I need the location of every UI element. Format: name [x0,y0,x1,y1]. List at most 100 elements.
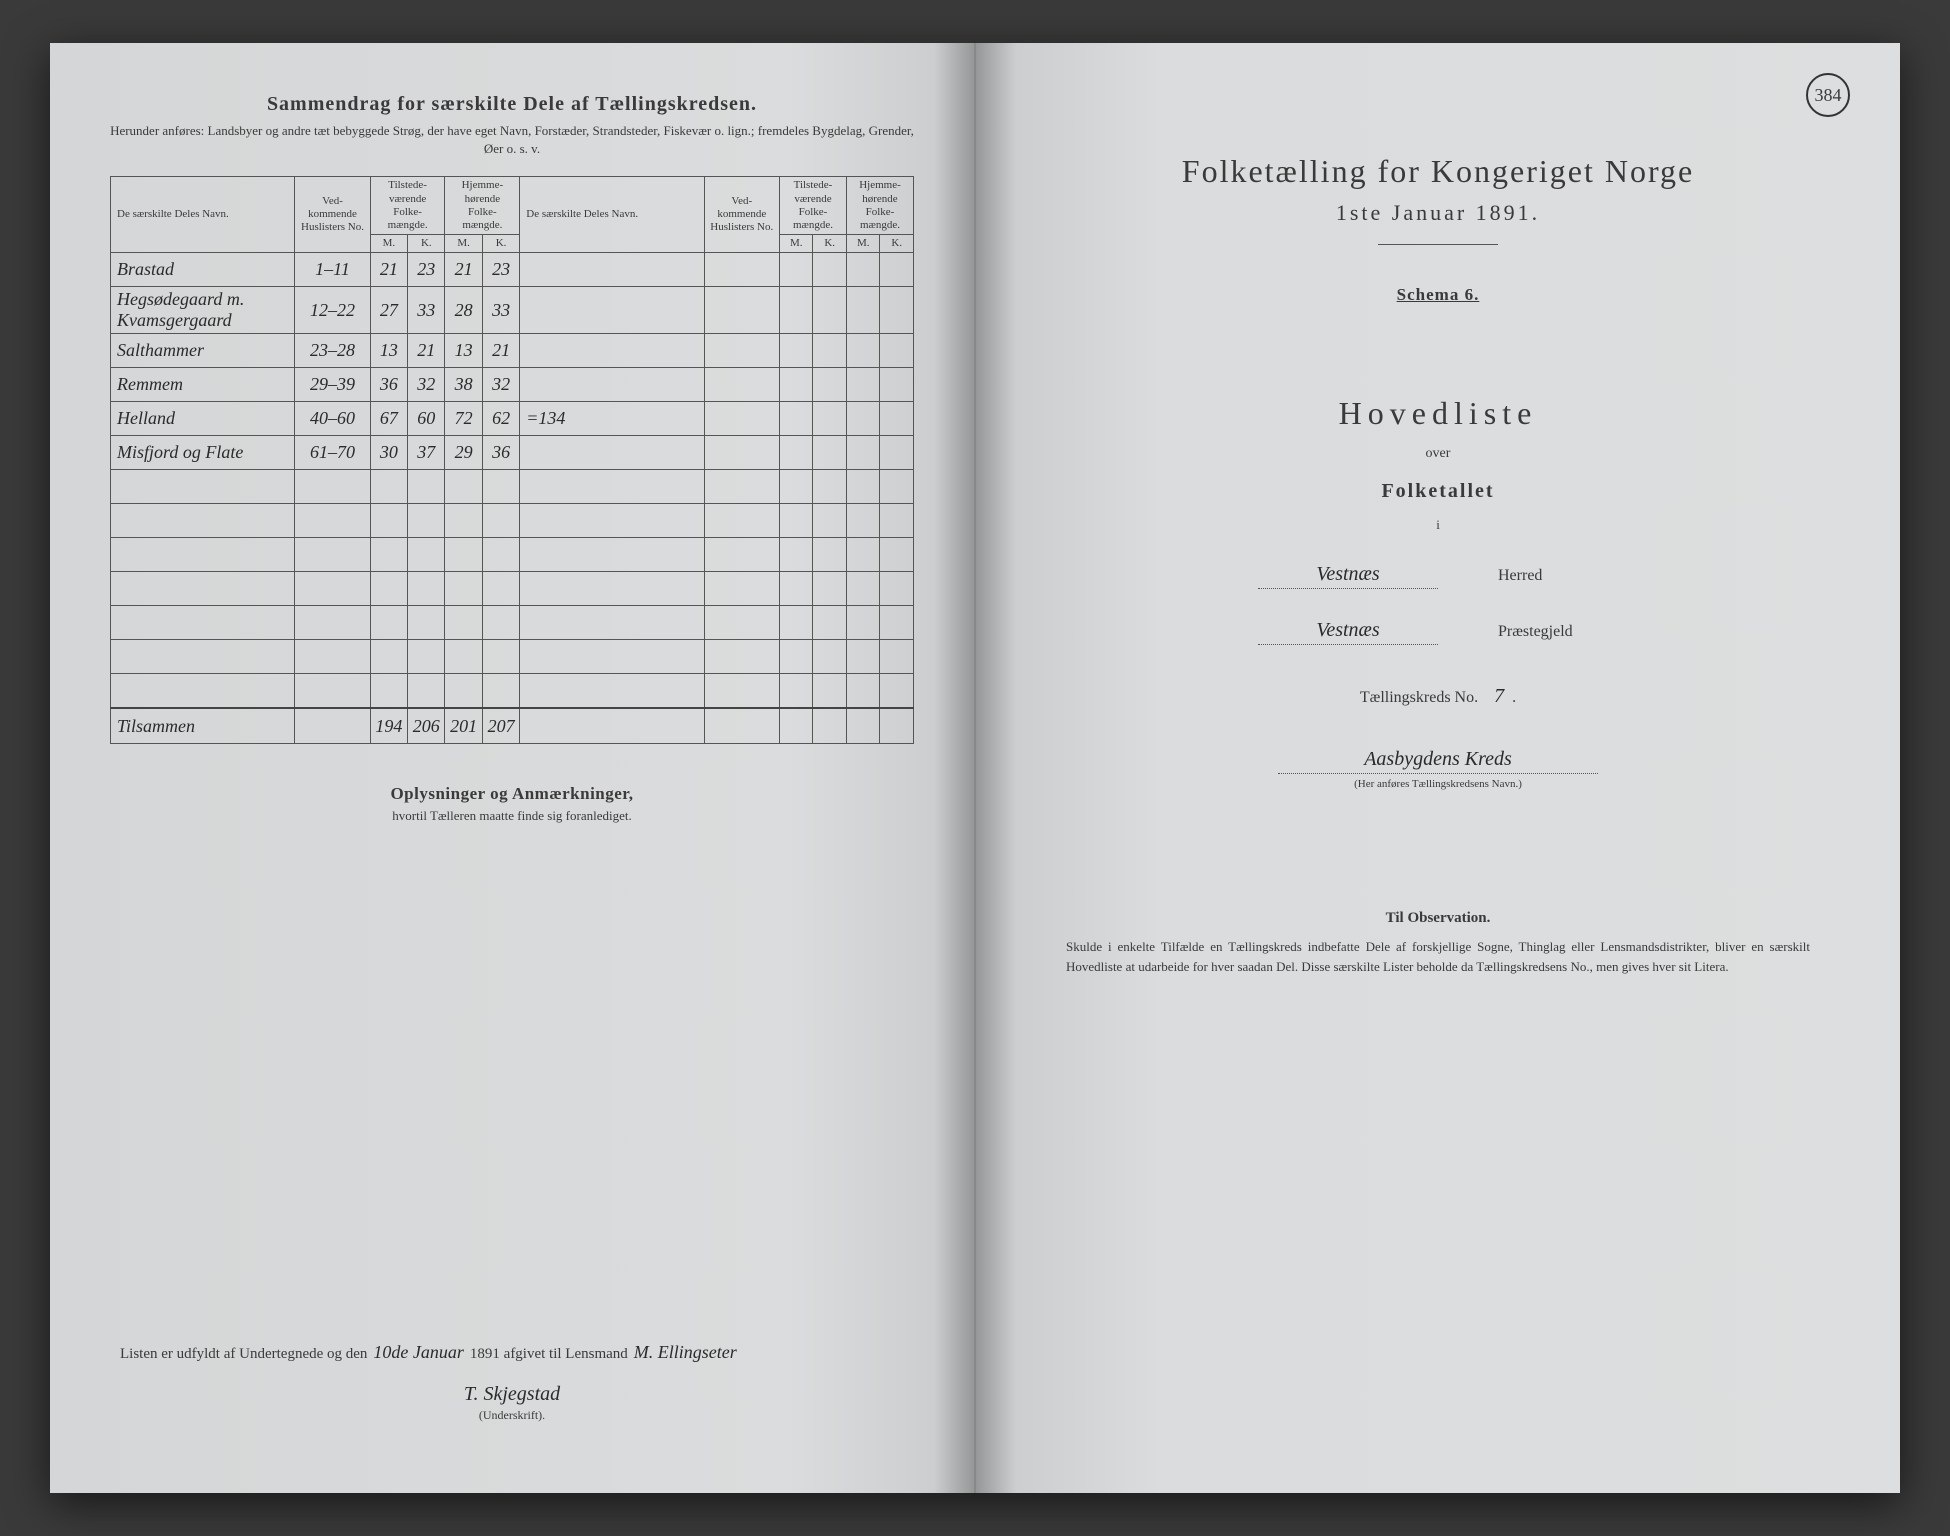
row-note [520,253,704,287]
kreds-no-row: Tællingskreds No. 7 . [1036,685,1840,708]
total-tk: 206 [408,708,445,744]
row-hus: 12–22 [295,287,370,334]
page-number: 384 [1806,73,1850,117]
binding-shadow [976,43,1016,1493]
row-hus: 61–70 [295,436,370,470]
col-name-1: De særskilte Deles Navn. [111,177,295,253]
total-hk: 207 [482,708,519,744]
row-tk: 60 [408,402,445,436]
col-k: K. [880,235,914,253]
row-note [520,436,704,470]
table-header: De særskilte Deles Navn. Ved-kommende Hu… [111,177,914,253]
empty-row [111,470,914,504]
empty-row [111,538,914,572]
col-m: M. [846,235,880,253]
row-hk: 21 [482,334,519,368]
kreds-no-value: 7 [1494,685,1504,707]
observation-title: Til Observation. [1036,910,1840,927]
row-name: Salthammer [111,334,295,368]
hovedliste: Hovedliste [1036,395,1840,432]
row-note [520,368,704,402]
row-tk: 21 [408,334,445,368]
table-row: Hegsødegaard m. Kvamsgergaard12–22273328… [111,287,914,334]
row-hus: 23–28 [295,334,370,368]
row-name: Misfjord og Flate [111,436,295,470]
row-tm: 27 [370,287,407,334]
row-hk: 32 [482,368,519,402]
row-hk: 62 [482,402,519,436]
table-row: Brastad1–1121232123 [111,253,914,287]
col-hjemme-1: Hjemme-hørende Folke-mængde. [445,177,520,235]
row-note: =134 [520,402,704,436]
row-hus: 1–11 [295,253,370,287]
row-name: Hegsødegaard m. Kvamsgergaard [111,287,295,334]
kreds-name-value: Aasbygdens Kreds [1278,748,1598,774]
row-name: Remmem [111,368,295,402]
col-tilstede-1: Tilstede-værende Folke-mængde. [370,177,445,235]
total-label: Tilsammen [111,708,295,744]
summary-title: Sammendrag for særskilte Dele af Tælling… [110,93,914,116]
table-row: Helland40–6067607262=134 [111,402,914,436]
row-tm: 36 [370,368,407,402]
row-hm: 38 [445,368,482,402]
herred-label: Herred [1498,567,1618,585]
summary-subtitle: Herunder anføres: Landsbyer og andre tæt… [110,122,914,158]
row-tm: 30 [370,436,407,470]
col-hus-1: Ved-kommende Huslisters No. [295,177,370,253]
kreds-caption: (Her anføres Tællingskredsens Navn.) [1036,778,1840,790]
praeste-value: Vestnæs [1258,619,1438,645]
footer-year: 1891 afgivet til Lensmand [470,1346,628,1363]
observation-body: Skulde i enkelte Tilfælde en Tællingskre… [1066,937,1810,976]
signature: T. Skjegstad [464,1383,560,1405]
empty-row [111,640,914,674]
census-title: Folketælling for Kongeriget Norge [1036,153,1840,190]
folketallet: Folketallet [1036,480,1840,503]
empty-row [111,504,914,538]
row-name: Brastad [111,253,295,287]
empty-row [111,606,914,640]
col-m: M. [779,235,813,253]
title-rule [1378,244,1498,245]
row-hm: 72 [445,402,482,436]
footer-date: 10de Januar [373,1342,463,1363]
census-date: 1ste Januar 1891. [1036,200,1840,226]
col-k: K. [408,235,445,253]
row-tk: 33 [408,287,445,334]
table-row: Salthammer23–2813211321 [111,334,914,368]
signature-label: (Underskrift). [120,1408,904,1423]
schema-label: Schema 6. [1036,285,1840,305]
col-hjemme-2: Hjemme-hørende Folke-mængde. [846,177,913,235]
table-body: Brastad1–1121232123Hegsødegaard m. Kvams… [111,253,914,744]
oplysninger-title: Oplysninger og Anmærkninger, [110,784,914,804]
row-hm: 21 [445,253,482,287]
row-hk: 23 [482,253,519,287]
row-hm: 13 [445,334,482,368]
empty-row [111,674,914,708]
left-page: Sammendrag for særskilte Dele af Tælling… [50,43,975,1493]
oplysninger-sub: hvortil Tælleren maatte finde sig foranl… [110,808,914,824]
row-tk: 32 [408,368,445,402]
table-row: Remmem29–3936323832 [111,368,914,402]
row-hm: 28 [445,287,482,334]
col-k: K. [813,235,847,253]
col-k: K. [482,235,519,253]
footer-lensmand: M. Ellingseter [634,1342,737,1363]
footer-prefix: Listen er udfyldt af Undertegnede og den [120,1346,367,1363]
footer-block: Listen er udfyldt af Undertegnede og den… [120,1342,904,1423]
col-m: M. [445,235,482,253]
total-tm: 194 [370,708,407,744]
row-tm: 13 [370,334,407,368]
right-page: 384 Folketælling for Kongeriget Norge 1s… [975,43,1900,1493]
praeste-label: Præstegjeld [1498,623,1618,641]
row-tm: 67 [370,402,407,436]
total-hm: 201 [445,708,482,744]
row-name: Helland [111,402,295,436]
row-tk: 23 [408,253,445,287]
kreds-no-label: Tællingskreds No. [1360,689,1478,706]
row-hus: 29–39 [295,368,370,402]
herred-row: Vestnæs Herred [1036,563,1840,589]
row-hm: 29 [445,436,482,470]
row-hus: 40–60 [295,402,370,436]
table-row: Misfjord og Flate61–7030372936 [111,436,914,470]
row-tk: 37 [408,436,445,470]
